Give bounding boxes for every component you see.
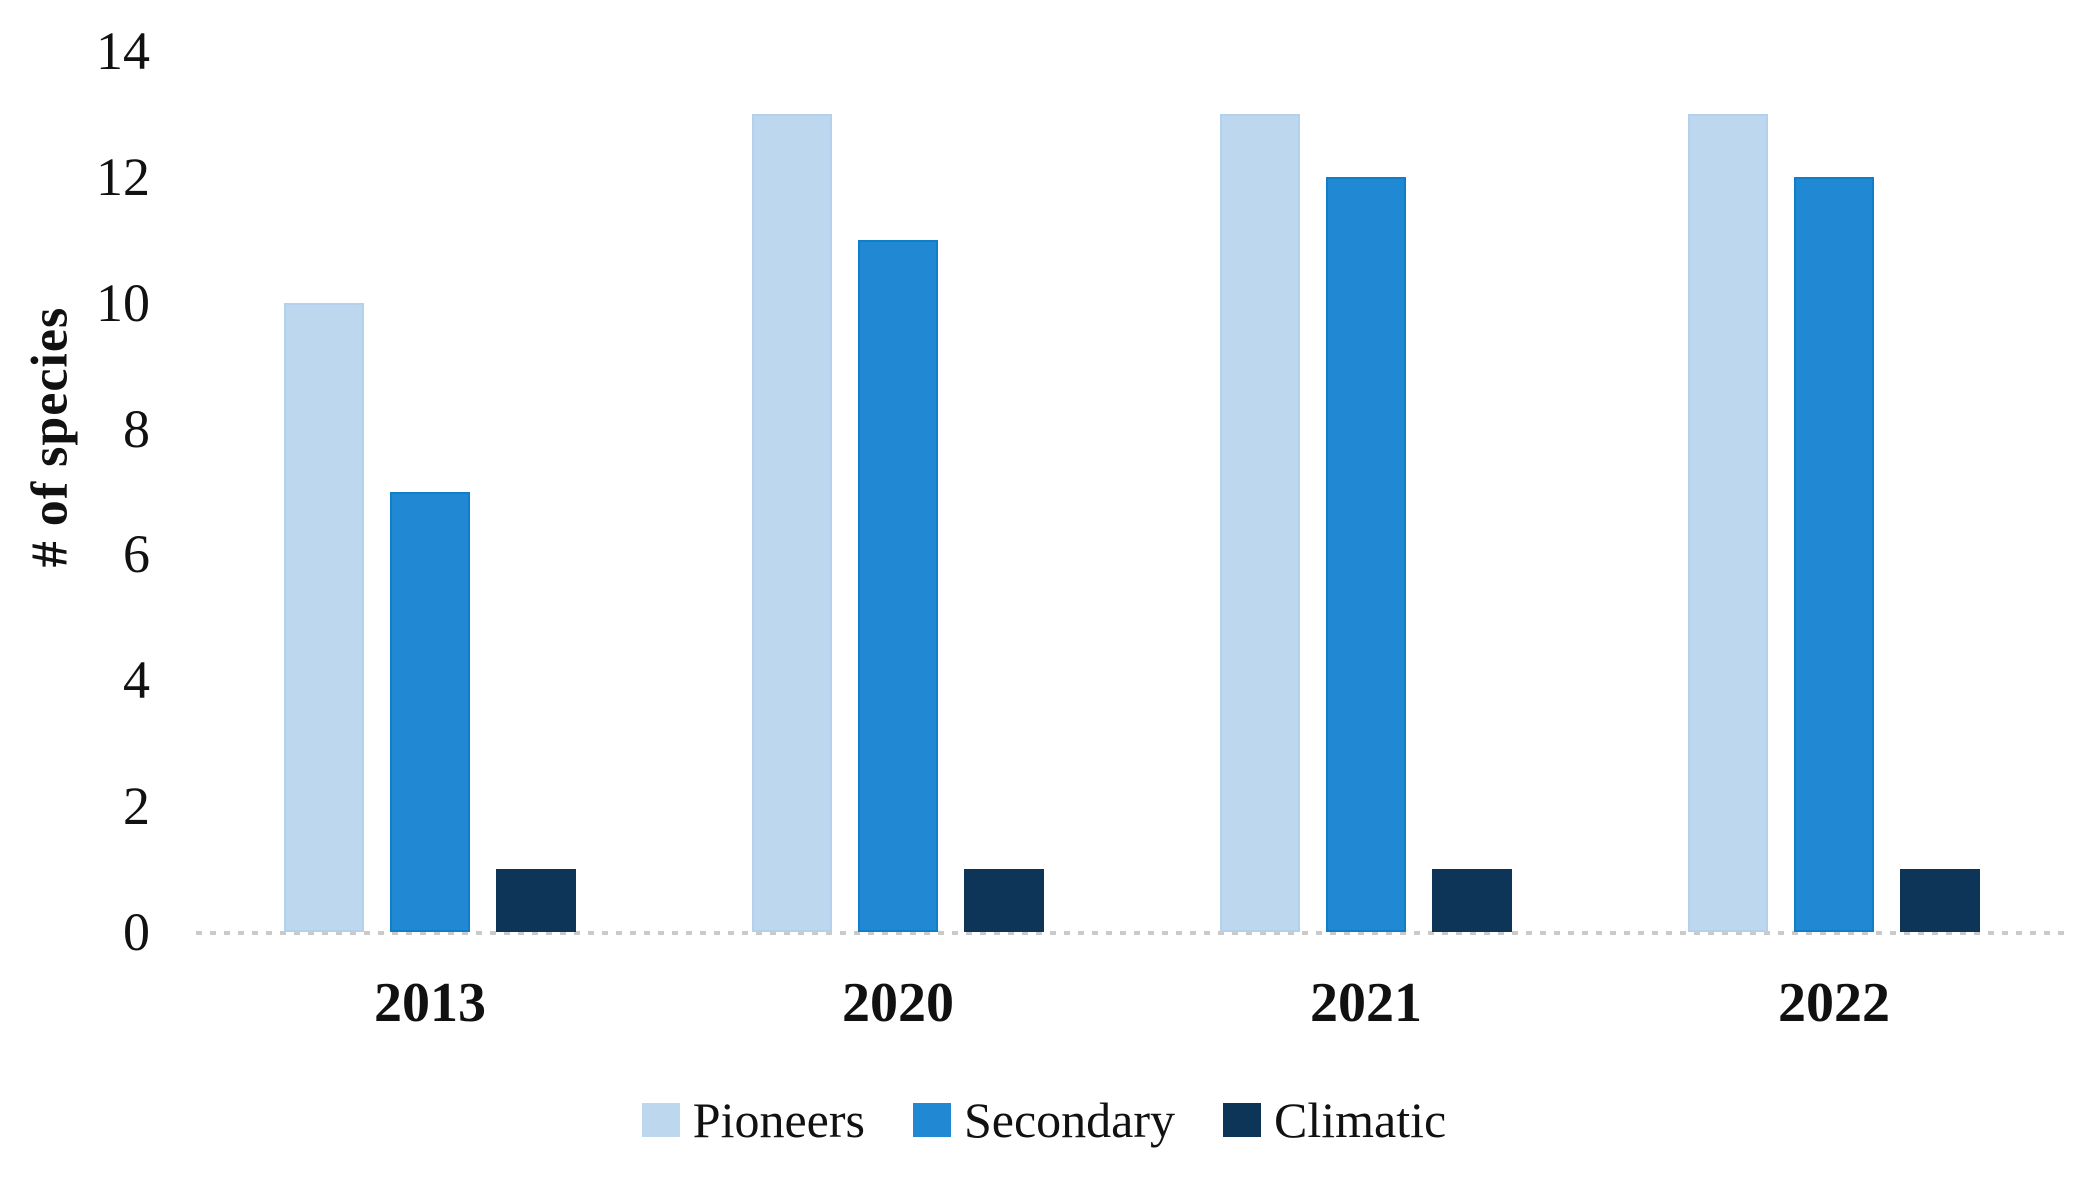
y-tick-label: 8 xyxy=(123,398,150,459)
bar-climatic-2022 xyxy=(1900,869,1980,932)
x-tick-label: 2022 xyxy=(1778,972,1890,1034)
legend-item-secondary: Secondary xyxy=(912,1092,1176,1148)
bar-group-2021 xyxy=(1132,51,1600,932)
bar-pioneers-2013 xyxy=(284,302,364,932)
legend-item-climatic: Climatic xyxy=(1223,1092,1446,1148)
legend-label: Climatic xyxy=(1274,1092,1447,1148)
legend-item-pioneers: Pioneers xyxy=(641,1092,865,1148)
y-tick-label: 6 xyxy=(123,524,150,585)
bar-pioneers-2020 xyxy=(752,113,832,932)
bar-group-2013 xyxy=(196,51,664,932)
bar-secondary-2020 xyxy=(858,239,938,932)
y-tick-label: 2 xyxy=(123,776,150,837)
y-tick-label: 14 xyxy=(96,21,150,81)
bar-climatic-2013 xyxy=(496,869,576,932)
bar-secondary-2021 xyxy=(1326,176,1406,932)
x-axis-baseline xyxy=(196,931,2068,935)
x-axis: 2013 2020 2021 2022 xyxy=(196,973,2068,1033)
legend-swatch-climatic xyxy=(1223,1103,1262,1137)
bar-climatic-2021 xyxy=(1432,869,1512,932)
bar-pioneers-2021 xyxy=(1220,113,1300,932)
y-tick-label: 4 xyxy=(123,650,150,711)
legend-label: Secondary xyxy=(963,1092,1176,1148)
y-tick-label: 12 xyxy=(96,146,150,207)
plot-area xyxy=(196,51,2068,935)
bar-climatic-2020 xyxy=(964,869,1044,932)
y-tick-label: 10 xyxy=(96,272,150,333)
x-tick-label: 2020 xyxy=(842,972,954,1034)
bar-secondary-2013 xyxy=(390,491,470,932)
y-tick-label: 0 xyxy=(123,902,150,962)
legend-swatch-pioneers xyxy=(641,1103,680,1137)
bar-pioneers-2022 xyxy=(1688,113,1768,932)
bar-group-2020 xyxy=(664,51,1132,932)
bar-group-2022 xyxy=(1600,51,2068,932)
legend-swatch-secondary xyxy=(912,1103,951,1137)
legend-label: Pioneers xyxy=(692,1092,865,1148)
x-tick-label: 2021 xyxy=(1310,972,1422,1034)
legend: Pioneers Secondary Climatic xyxy=(0,1092,2088,1148)
bar-secondary-2022 xyxy=(1794,176,1874,932)
x-tick-label: 2013 xyxy=(374,972,486,1034)
